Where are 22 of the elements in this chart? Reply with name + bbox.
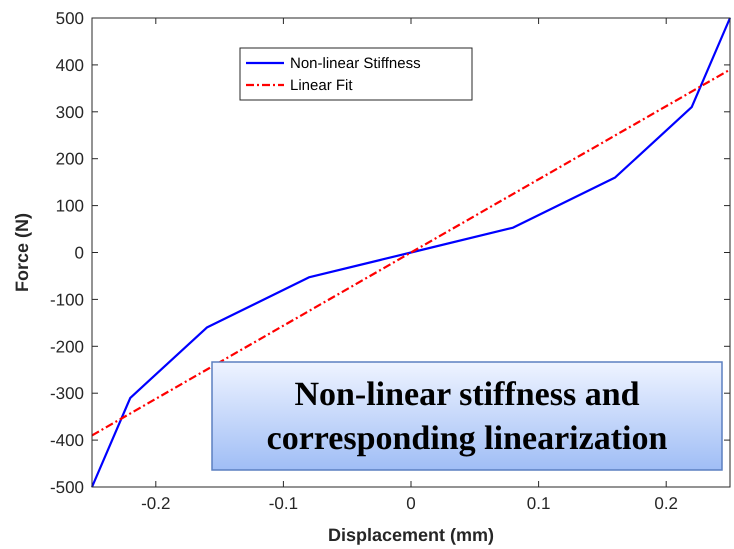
x-tick-label: -0.1 [268, 494, 298, 513]
legend-label: Non-linear Stiffness [290, 55, 421, 72]
x-axis-title: Displacement (mm) [328, 525, 494, 545]
line-series [90, 16, 732, 488]
x-tick-label: -0.2 [141, 494, 170, 513]
y-tick-label: -100 [50, 290, 84, 310]
y-tick-label: 500 [56, 9, 84, 28]
y-tick-label: 400 [56, 56, 84, 75]
x-tick-label: 0 [406, 494, 416, 513]
y-tick-label: -200 [50, 337, 84, 356]
y-tick-label: -500 [50, 478, 84, 497]
y-tick-label: 200 [56, 150, 84, 169]
y-tick-label: 100 [56, 196, 84, 216]
y-tick-label: 300 [56, 102, 84, 122]
y-tick-label: -400 [50, 431, 84, 450]
x-tick-label: 0.2 [654, 494, 678, 513]
annotation: Non-linear stiffness and corresponding linearization [266, 376, 668, 457]
x-tick-label: 0.1 [526, 494, 550, 513]
y-tick-label: -300 [50, 384, 84, 404]
y-axis-title: Force (N) [12, 212, 32, 292]
legend-label: Linear Fit [290, 77, 354, 94]
y-tick-label: 0 [74, 244, 84, 262]
